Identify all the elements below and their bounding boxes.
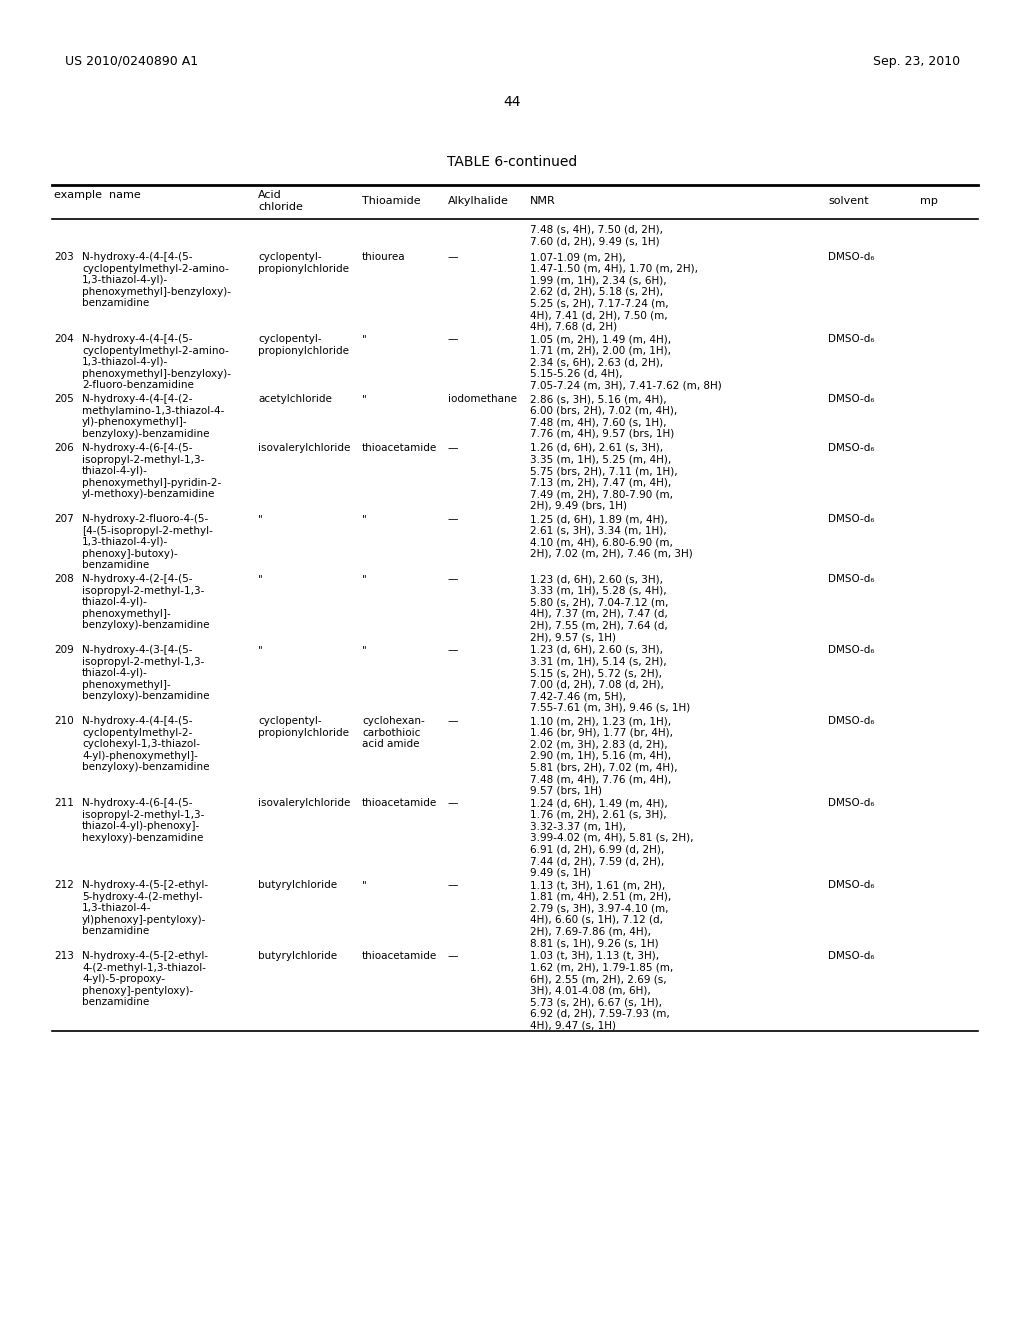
Text: DMSO-d₆: DMSO-d₆ (828, 950, 874, 961)
Text: 7.48 (s, 4H), 7.50 (d, 2H),
7.60 (d, 2H), 9.49 (s, 1H): 7.48 (s, 4H), 7.50 (d, 2H), 7.60 (d, 2H)… (530, 224, 663, 247)
Text: —: — (449, 513, 459, 524)
Text: cyclopentyl-
propionylchloride: cyclopentyl- propionylchloride (258, 715, 349, 738)
Text: ": " (258, 574, 263, 583)
Text: thioacetamide: thioacetamide (362, 950, 437, 961)
Text: ": " (362, 334, 367, 345)
Text: iodomethane: iodomethane (449, 393, 517, 404)
Text: Sep. 23, 2010: Sep. 23, 2010 (872, 55, 961, 69)
Text: 1.25 (d, 6H), 1.89 (m, 4H),
2.61 (s, 3H), 3.34 (m, 1H),
4.10 (m, 4H), 6.80-6.90 : 1.25 (d, 6H), 1.89 (m, 4H), 2.61 (s, 3H)… (530, 513, 693, 558)
Text: DMSO-d₆: DMSO-d₆ (828, 574, 874, 583)
Text: DMSO-d₆: DMSO-d₆ (828, 444, 874, 453)
Text: N-hydroxy-4-(5-[2-ethyl-
4-(2-methyl-1,3-thiazol-
4-yl)-5-propoxy-
phenoxy]-pent: N-hydroxy-4-(5-[2-ethyl- 4-(2-methyl-1,3… (82, 950, 208, 1007)
Text: —: — (449, 799, 459, 808)
Text: chloride: chloride (258, 202, 303, 213)
Text: US 2010/0240890 A1: US 2010/0240890 A1 (65, 55, 198, 69)
Text: 1.10 (m, 2H), 1.23 (m, 1H),
1.46 (br, 9H), 1.77 (br, 4H),
2.02 (m, 3H), 2.83 (d,: 1.10 (m, 2H), 1.23 (m, 1H), 1.46 (br, 9H… (530, 715, 678, 796)
Text: DMSO-d₆: DMSO-d₆ (828, 393, 874, 404)
Text: 203: 203 (54, 252, 74, 261)
Text: 212: 212 (54, 880, 74, 890)
Text: cyclopentyl-
propionylchloride: cyclopentyl- propionylchloride (258, 252, 349, 273)
Text: 1.23 (d, 6H), 2.60 (s, 3H),
3.31 (m, 1H), 5.14 (s, 2H),
5.15 (s, 2H), 5.72 (s, 2: 1.23 (d, 6H), 2.60 (s, 3H), 3.31 (m, 1H)… (530, 645, 690, 713)
Text: ": " (258, 513, 263, 524)
Text: —: — (449, 715, 459, 726)
Text: ": " (362, 513, 367, 524)
Text: —: — (449, 444, 459, 453)
Text: N-hydroxy-4-(5-[2-ethyl-
5-hydroxy-4-(2-methyl-
1,3-thiazol-4-
yl)phenoxy]-penty: N-hydroxy-4-(5-[2-ethyl- 5-hydroxy-4-(2-… (82, 880, 208, 936)
Text: 208: 208 (54, 574, 74, 583)
Text: 213: 213 (54, 950, 74, 961)
Text: N-hydroxy-4-(6-[4-(5-
isopropyl-2-methyl-1,3-
thiazol-4-yl)-phenoxy]-
hexyloxy)-: N-hydroxy-4-(6-[4-(5- isopropyl-2-methyl… (82, 799, 205, 842)
Text: mp: mp (920, 195, 938, 206)
Text: —: — (449, 645, 459, 655)
Text: —: — (449, 950, 459, 961)
Text: thiourea: thiourea (362, 252, 406, 261)
Text: N-hydroxy-4-(4-[4-(2-
methylamino-1,3-thiazol-4-
yl)-phenoxymethyl]-
benzyloxy)-: N-hydroxy-4-(4-[4-(2- methylamino-1,3-th… (82, 393, 224, 438)
Text: DMSO-d₆: DMSO-d₆ (828, 252, 874, 261)
Text: butyrylchloride: butyrylchloride (258, 950, 337, 961)
Text: ": " (362, 645, 367, 655)
Text: 209: 209 (54, 645, 74, 655)
Text: 1.23 (d, 6H), 2.60 (s, 3H),
3.33 (m, 1H), 5.28 (s, 4H),
5.80 (s, 2H), 7.04-7.12 : 1.23 (d, 6H), 2.60 (s, 3H), 3.33 (m, 1H)… (530, 574, 669, 642)
Text: N-hydroxy-4-(6-[4-(5-
isopropyl-2-methyl-1,3-
thiazol-4-yl)-
phenoxymethyl]-pyri: N-hydroxy-4-(6-[4-(5- isopropyl-2-methyl… (82, 444, 221, 499)
Text: 1.03 (t, 3H), 1.13 (t, 3H),
1.62 (m, 2H), 1.79-1.85 (m,
6H), 2.55 (m, 2H), 2.69 : 1.03 (t, 3H), 1.13 (t, 3H), 1.62 (m, 2H)… (530, 950, 673, 1031)
Text: cyclohexan-
carbothioic
acid amide: cyclohexan- carbothioic acid amide (362, 715, 425, 750)
Text: —: — (449, 334, 459, 345)
Text: 2.86 (s, 3H), 5.16 (m, 4H),
6.00 (brs, 2H), 7.02 (m, 4H),
7.48 (m, 4H), 7.60 (s,: 2.86 (s, 3H), 5.16 (m, 4H), 6.00 (brs, 2… (530, 393, 677, 438)
Text: N-hydroxy-4-(4-[4-(5-
cyclopentylmethyl-2-amino-
1,3-thiazol-4-yl)-
phenoxymethy: N-hydroxy-4-(4-[4-(5- cyclopentylmethyl-… (82, 252, 231, 309)
Text: NMR: NMR (530, 195, 556, 206)
Text: —: — (449, 252, 459, 261)
Text: N-hydroxy-4-(3-[4-(5-
isopropyl-2-methyl-1,3-
thiazol-4-yl)-
phenoxymethyl]-
ben: N-hydroxy-4-(3-[4-(5- isopropyl-2-methyl… (82, 645, 210, 701)
Text: N-hydroxy-4-(4-[4-(5-
cyclopentylmethyl-2-
cyclohexyl-1,3-thiazol-
4-yl)-phenoxy: N-hydroxy-4-(4-[4-(5- cyclopentylmethyl-… (82, 715, 210, 772)
Text: 44: 44 (503, 95, 521, 110)
Text: Acid: Acid (258, 190, 282, 201)
Text: ": " (362, 574, 367, 583)
Text: isovalerylchloride: isovalerylchloride (258, 444, 350, 453)
Text: DMSO-d₆: DMSO-d₆ (828, 334, 874, 345)
Text: 1.07-1.09 (m, 2H),
1.47-1.50 (m, 4H), 1.70 (m, 2H),
1.99 (m, 1H), 2.34 (s, 6H),
: 1.07-1.09 (m, 2H), 1.47-1.50 (m, 4H), 1.… (530, 252, 698, 331)
Text: N-hydroxy-4-(4-[4-(5-
cyclopentylmethyl-2-amino-
1,3-thiazol-4-yl)-
phenoxymethy: N-hydroxy-4-(4-[4-(5- cyclopentylmethyl-… (82, 334, 231, 391)
Text: Alkylhalide: Alkylhalide (449, 195, 509, 206)
Text: 205: 205 (54, 393, 74, 404)
Text: acetylchloride: acetylchloride (258, 393, 332, 404)
Text: DMSO-d₆: DMSO-d₆ (828, 645, 874, 655)
Text: N-hydroxy-2-fluoro-4-(5-
[4-(5-isopropyl-2-methyl-
1,3-thiazol-4-yl)-
phenoxy]-b: N-hydroxy-2-fluoro-4-(5- [4-(5-isopropyl… (82, 513, 213, 570)
Text: 1.24 (d, 6H), 1.49 (m, 4H),
1.76 (m, 2H), 2.61 (s, 3H),
3.32-3.37 (m, 1H),
3.99-: 1.24 (d, 6H), 1.49 (m, 4H), 1.76 (m, 2H)… (530, 799, 693, 878)
Text: Thioamide: Thioamide (362, 195, 421, 206)
Text: ": " (258, 645, 263, 655)
Text: DMSO-d₆: DMSO-d₆ (828, 715, 874, 726)
Text: solvent: solvent (828, 195, 868, 206)
Text: 207: 207 (54, 513, 74, 524)
Text: ": " (362, 393, 367, 404)
Text: 1.26 (d, 6H), 2.61 (s, 3H),
3.35 (m, 1H), 5.25 (m, 4H),
5.75 (brs, 2H), 7.11 (m,: 1.26 (d, 6H), 2.61 (s, 3H), 3.35 (m, 1H)… (530, 444, 678, 511)
Text: DMSO-d₆: DMSO-d₆ (828, 799, 874, 808)
Text: 1.13 (t, 3H), 1.61 (m, 2H),
1.81 (m, 4H), 2.51 (m, 2H),
2.79 (s, 3H), 3.97-4.10 : 1.13 (t, 3H), 1.61 (m, 2H), 1.81 (m, 4H)… (530, 880, 672, 948)
Text: isovalerylchloride: isovalerylchloride (258, 799, 350, 808)
Text: 1.05 (m, 2H), 1.49 (m, 4H),
1.71 (m, 2H), 2.00 (m, 1H),
2.34 (s, 6H), 2.63 (d, 2: 1.05 (m, 2H), 1.49 (m, 4H), 1.71 (m, 2H)… (530, 334, 722, 391)
Text: DMSO-d₆: DMSO-d₆ (828, 513, 874, 524)
Text: 210: 210 (54, 715, 74, 726)
Text: 211: 211 (54, 799, 74, 808)
Text: TABLE 6-continued: TABLE 6-continued (446, 154, 578, 169)
Text: cyclopentyl-
propionylchloride: cyclopentyl- propionylchloride (258, 334, 349, 355)
Text: example  name: example name (54, 190, 140, 201)
Text: DMSO-d₆: DMSO-d₆ (828, 880, 874, 890)
Text: 206: 206 (54, 444, 74, 453)
Text: 204: 204 (54, 334, 74, 345)
Text: thioacetamide: thioacetamide (362, 799, 437, 808)
Text: butyrylchloride: butyrylchloride (258, 880, 337, 890)
Text: —: — (449, 880, 459, 890)
Text: thioacetamide: thioacetamide (362, 444, 437, 453)
Text: ": " (362, 880, 367, 890)
Text: —: — (449, 574, 459, 583)
Text: N-hydroxy-4-(2-[4-(5-
isopropyl-2-methyl-1,3-
thiazol-4-yl)-
phenoxymethyl]-
ben: N-hydroxy-4-(2-[4-(5- isopropyl-2-methyl… (82, 574, 210, 631)
